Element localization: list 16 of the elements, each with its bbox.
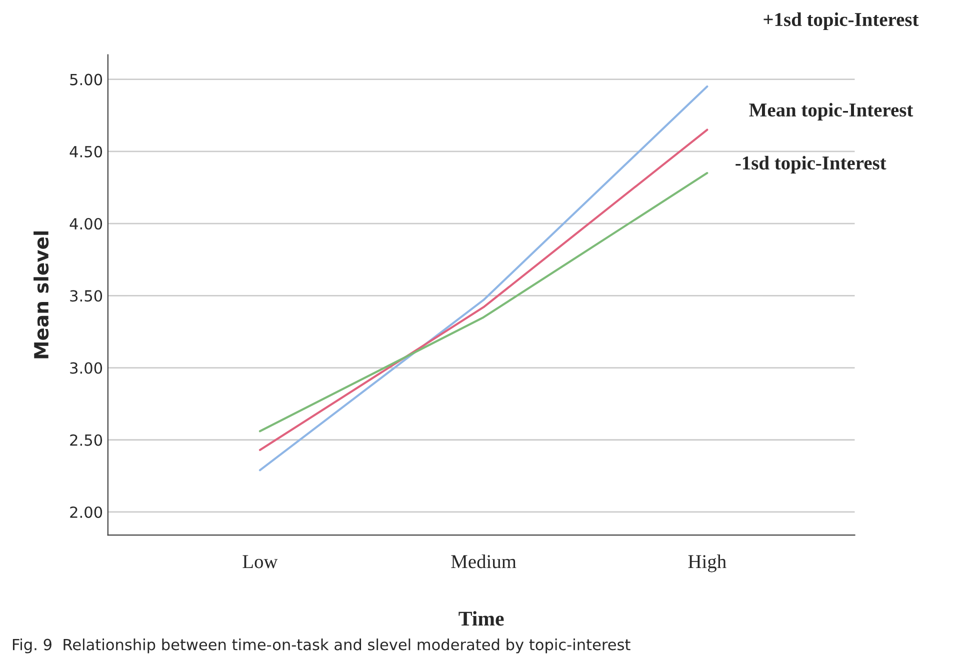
x-tick-label: High xyxy=(688,554,726,572)
series-label: -1sd topic-Interest xyxy=(736,156,886,174)
y-tick-label: 4.00 xyxy=(70,218,102,230)
y-tick-label: 4.50 xyxy=(70,146,102,158)
text: Mean topic-Interest xyxy=(749,102,914,121)
y-tick-label: 3.00 xyxy=(70,362,102,374)
y-tick-label: 2.50 xyxy=(70,434,102,446)
x-axis-title: Time xyxy=(458,611,504,626)
y-tick-label: 5.00 xyxy=(70,74,102,86)
y-tick-label: 3.50 xyxy=(70,290,102,302)
y-tick-label: 2.00 xyxy=(70,506,102,518)
y-axis-title: Mean slevel xyxy=(34,231,49,358)
caption: Fig. 9 Relationship between time-on-task and slevel moderated by topic-interest xyxy=(12,638,630,654)
text: +1sd topic-Interest xyxy=(764,12,919,30)
x-tick-label: Low xyxy=(242,555,278,568)
x-tick-label: Medium xyxy=(451,554,516,568)
